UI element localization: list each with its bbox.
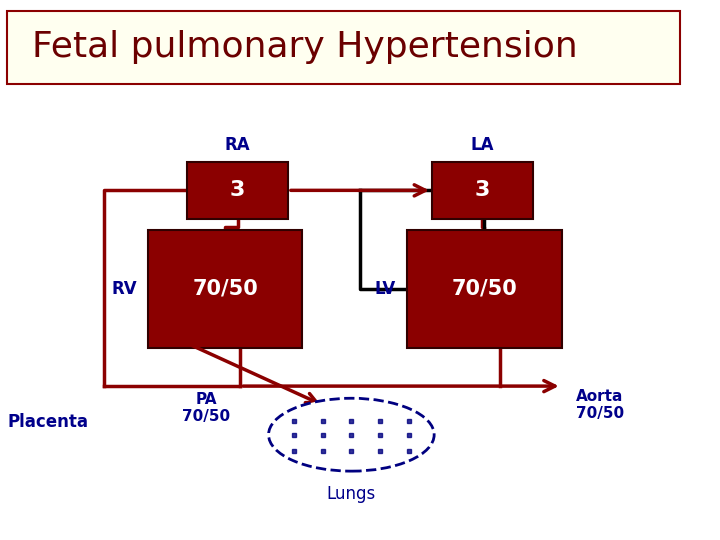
Text: 3: 3: [474, 180, 490, 200]
Text: 3: 3: [230, 180, 246, 200]
Text: LV: LV: [374, 280, 396, 298]
Text: Aorta
70/50: Aorta 70/50: [576, 389, 624, 421]
FancyBboxPatch shape: [432, 162, 533, 219]
Text: PA
70/50: PA 70/50: [182, 392, 230, 424]
FancyBboxPatch shape: [187, 162, 288, 219]
Text: LA: LA: [471, 136, 494, 154]
Ellipse shape: [269, 399, 434, 471]
Text: Lungs: Lungs: [327, 485, 376, 503]
Text: RA: RA: [225, 136, 251, 154]
Text: Placenta: Placenta: [7, 413, 89, 431]
FancyBboxPatch shape: [407, 230, 562, 348]
Text: 70/50: 70/50: [451, 279, 517, 299]
FancyBboxPatch shape: [7, 11, 680, 84]
Text: 70/50: 70/50: [192, 279, 258, 299]
FancyBboxPatch shape: [148, 230, 302, 348]
Text: Fetal pulmonary Hypertension: Fetal pulmonary Hypertension: [32, 30, 578, 64]
Text: RV: RV: [111, 280, 137, 298]
